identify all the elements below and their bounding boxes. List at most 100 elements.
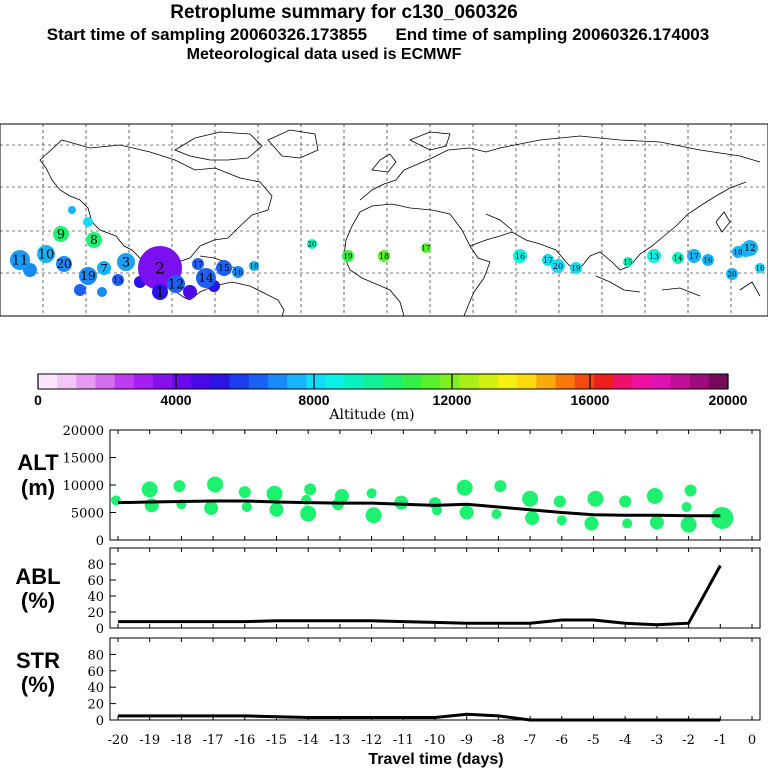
- colorbar-tick-label: 4000: [160, 392, 191, 408]
- altitude-point: [649, 515, 664, 530]
- x-tick-label: -20: [108, 733, 129, 748]
- x-tick-label: -4: [619, 733, 632, 748]
- altitude-point: [173, 480, 186, 493]
- y-axis-label: ABL: [15, 564, 60, 589]
- colorbar-tick-label: 20000: [709, 392, 748, 408]
- x-tick-label: 0: [748, 733, 756, 748]
- map-plume-point: [702, 254, 714, 266]
- colorbar-segment: [632, 374, 652, 389]
- map-plume-point: [421, 243, 431, 253]
- map-plume-point: [378, 250, 390, 262]
- colorbar-segment: [172, 374, 192, 389]
- str-line: [118, 712, 721, 722]
- colorbar-segment: [517, 374, 537, 389]
- altitude-point: [522, 490, 539, 507]
- colorbar-segment: [133, 374, 154, 389]
- map-day-label: 20: [728, 270, 737, 278]
- y-tick-label: 60: [87, 665, 104, 680]
- map-plume-point: [732, 246, 744, 258]
- map-plume-blob: [74, 284, 86, 296]
- map-plume-point: [53, 226, 69, 242]
- x-tick-label: -11: [393, 733, 414, 748]
- y-axis-unit: (m): [21, 475, 55, 500]
- x-tick-label: -19: [139, 733, 160, 748]
- colorbar-segment: [114, 374, 135, 389]
- colorbar-segment: [613, 374, 633, 389]
- colorbar-segment: [268, 374, 288, 389]
- colorbar-segment: [689, 374, 710, 389]
- map-day-label: 13: [649, 252, 659, 261]
- map-plume-point: [342, 250, 354, 262]
- map-day-label: 15: [624, 258, 633, 266]
- colorbar-segment: [229, 374, 250, 389]
- altitude-point: [681, 502, 692, 512]
- chart-title: Retroplume summary for c130_060326: [170, 2, 518, 23]
- colorbar-segment: [459, 374, 480, 389]
- y-tick-label: 0: [96, 622, 104, 637]
- map-plume-point: [307, 239, 317, 249]
- altitude-point: [366, 488, 377, 499]
- x-tick-label: -9: [460, 733, 473, 748]
- map-plume-point: [196, 268, 216, 288]
- map-plume-point: [97, 261, 111, 275]
- panel-alt: 20000 15000 10000 5000 0 ALT(m): [17, 424, 761, 549]
- map-plume-blob: [97, 287, 107, 297]
- map-plume-point: [10, 250, 30, 270]
- altitude-point: [266, 485, 283, 502]
- x-tick-label: -13: [329, 733, 350, 748]
- y-tick-label: 15000: [63, 452, 104, 467]
- map-day-label: 12: [168, 278, 185, 293]
- y-tick-label: 20: [87, 698, 104, 713]
- colorbar-segment: [363, 374, 384, 389]
- map-plume-point: [672, 252, 684, 264]
- map-plume-point: [755, 263, 765, 273]
- altitude-point: [680, 516, 697, 533]
- map-day-label: 18: [734, 248, 743, 256]
- colorbar-segment: [402, 374, 422, 389]
- map-day-label: 20: [308, 240, 317, 248]
- y-tick-label: 5000: [71, 507, 104, 522]
- y-axis-unit: (%): [21, 672, 55, 697]
- x-tick-label: -7: [524, 733, 537, 748]
- map-day-label: 11: [12, 254, 29, 269]
- colorbar-segment: [670, 374, 690, 389]
- map-day-label: 13: [113, 276, 123, 285]
- colorbar-segment: [248, 374, 269, 389]
- altitude-colorbar: 0 4000 8000 12000 16000 20000 Altitude (m): [34, 373, 748, 423]
- coastlines: [39, 129, 761, 317]
- colorbar-segment: [593, 374, 614, 389]
- colorbar-segment: [478, 374, 499, 389]
- map-day-label: 14: [674, 254, 683, 262]
- map-plume-point: [726, 268, 738, 280]
- colorbar-segment: [344, 374, 365, 389]
- map-plume-blob: [183, 285, 197, 299]
- map-plume-point: [192, 258, 204, 270]
- colorbar-tick-label: 0: [34, 392, 42, 408]
- map-day-label: 2: [155, 259, 165, 278]
- map-day-label: 16: [704, 256, 713, 264]
- x-tick-label: -18: [171, 733, 192, 748]
- met-data-source: Meteorological data used is ECMWF: [186, 46, 462, 63]
- altitude-point: [432, 505, 442, 516]
- map-plume-point: [37, 245, 55, 263]
- colorbar-segment: [57, 374, 77, 389]
- map-plume-point: [167, 275, 185, 293]
- colorbar-segment: [574, 374, 595, 389]
- altitude-point: [459, 505, 474, 520]
- altitude-point: [494, 480, 507, 493]
- altitude-point: [553, 495, 566, 508]
- map-plume-point: [742, 240, 758, 256]
- map-day-label: 18: [250, 262, 259, 270]
- altitude-mean-line: [117, 499, 721, 518]
- map-day-label: 17: [193, 260, 203, 269]
- x-tick-label: -2: [682, 733, 695, 748]
- colorbar-segment: [383, 374, 403, 389]
- altitude-point: [365, 507, 382, 524]
- abl-line: [118, 564, 722, 627]
- map-day-label: 9: [57, 228, 65, 243]
- colorbar-segment: [325, 374, 345, 389]
- colorbar-segment: [76, 374, 96, 389]
- altitude-point: [622, 518, 633, 529]
